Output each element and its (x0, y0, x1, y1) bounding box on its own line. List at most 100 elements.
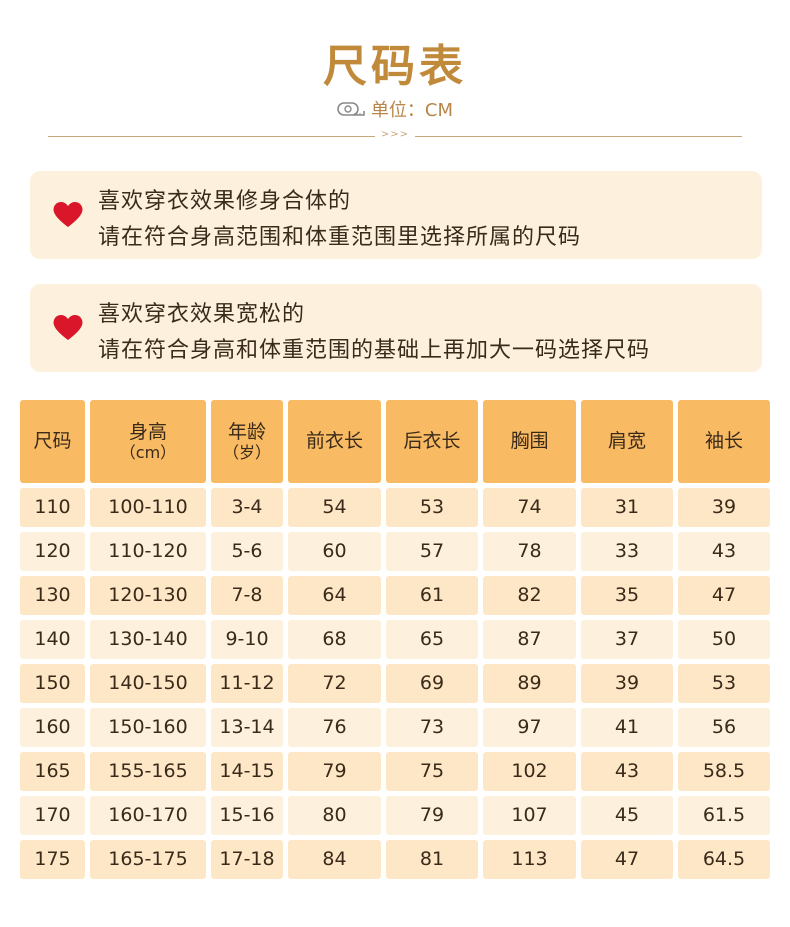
table-cell: 73 (386, 708, 478, 747)
header-label: 后衣长 (403, 430, 461, 453)
table-cell: 72 (288, 664, 381, 703)
table-body: 110 100-110 3-4 54 53 74 31 39 120 110-120 5-6 60 57… (20, 488, 770, 879)
size-table: 尺码 身高 （cm） 年龄 （岁） 前衣长 后衣长 胸围 肩宽 袖长 110 100-… (20, 400, 770, 884)
header-sleeve: 袖长 (678, 400, 770, 483)
table-cell: 14-15 (211, 752, 283, 791)
table-cell: 17-18 (211, 840, 283, 879)
table-cell: 61 (386, 576, 478, 615)
header-label: 肩宽 (607, 430, 646, 453)
table-cell: 68 (288, 620, 381, 659)
table-cell: 140-150 (90, 664, 206, 703)
heart-icon (53, 314, 83, 340)
table-cell: 87 (483, 620, 576, 659)
table-cell: 107 (483, 796, 576, 835)
table-cell: 43 (581, 752, 673, 791)
table-cell: 9-10 (211, 620, 283, 659)
header-age: 年龄 （岁） (211, 400, 283, 483)
header-shoulder: 肩宽 (581, 400, 673, 483)
table-cell: 79 (288, 752, 381, 791)
table-cell: 150 (20, 664, 85, 703)
table-cell: 60 (288, 532, 381, 571)
table-cell: 82 (483, 576, 576, 615)
table-cell: 61.5 (678, 796, 770, 835)
table-cell: 41 (581, 708, 673, 747)
table-row: 165 155-165 14-15 79 75 102 43 58.5 (20, 752, 770, 791)
table-header-row: 尺码 身高 （cm） 年龄 （岁） 前衣长 后衣长 胸围 肩宽 袖长 (20, 400, 770, 483)
table-cell: 3-4 (211, 488, 283, 527)
header-label: 身高 (128, 420, 167, 443)
table-cell: 165-175 (90, 840, 206, 879)
table-cell: 160 (20, 708, 85, 747)
table-cell: 50 (678, 620, 770, 659)
table-cell: 39 (581, 664, 673, 703)
table-cell: 7-8 (211, 576, 283, 615)
table-cell: 165 (20, 752, 85, 791)
header-size: 尺码 (20, 400, 85, 483)
table-cell: 57 (386, 532, 478, 571)
table-cell: 100-110 (90, 488, 206, 527)
header-label: 胸围 (510, 430, 549, 453)
tip-title: 喜欢穿衣效果宽松的 (98, 302, 306, 327)
page-title: 尺码表 (323, 41, 467, 92)
header-chest: 胸围 (483, 400, 576, 483)
table-row: 160 150-160 13-14 76 73 97 41 56 (20, 708, 770, 747)
table-cell: 175 (20, 840, 85, 879)
table-cell: 170 (20, 796, 85, 835)
table-cell: 43 (678, 532, 770, 571)
divider-mark: >>> (375, 129, 415, 140)
table-cell: 37 (581, 620, 673, 659)
table-cell: 140 (20, 620, 85, 659)
header-label: 尺码 (33, 430, 72, 453)
table-cell: 53 (386, 488, 478, 527)
table-cell: 35 (581, 576, 673, 615)
heart-icon (53, 201, 83, 227)
table-cell: 47 (581, 840, 673, 879)
header-label: 袖长 (704, 430, 743, 453)
header-front-length: 前衣长 (288, 400, 381, 483)
table-cell: 13-14 (211, 708, 283, 747)
table-cell: 64.5 (678, 840, 770, 879)
table-cell: 54 (288, 488, 381, 527)
table-row: 140 130-140 9-10 68 65 87 37 50 (20, 620, 770, 659)
table-row: 175 165-175 17-18 84 81 113 47 64.5 (20, 840, 770, 879)
tip-title: 喜欢穿衣效果修身合体的 (98, 189, 352, 214)
table-cell: 76 (288, 708, 381, 747)
table-cell: 89 (483, 664, 576, 703)
table-cell: 80 (288, 796, 381, 835)
table-cell: 102 (483, 752, 576, 791)
table-cell: 5-6 (211, 532, 283, 571)
table-cell: 110 (20, 488, 85, 527)
table-cell: 155-165 (90, 752, 206, 791)
table-cell: 78 (483, 532, 576, 571)
tip-box-fitted: 喜欢穿衣效果修身合体的 请在符合身高范围和体重范围里选择所属的尺码 (30, 171, 762, 259)
tip-box-loose: 喜欢穿衣效果宽松的 请在符合身高和体重范围的基础上再加大一码选择尺码 (30, 284, 762, 372)
table-cell: 130-140 (90, 620, 206, 659)
table-cell: 56 (678, 708, 770, 747)
table-cell: 65 (386, 620, 478, 659)
table-cell: 45 (581, 796, 673, 835)
table-cell: 53 (678, 664, 770, 703)
table-cell: 69 (386, 664, 478, 703)
measuring-tape-icon (337, 102, 365, 116)
table-cell: 15-16 (211, 796, 283, 835)
table-cell: 64 (288, 576, 381, 615)
table-cell: 120 (20, 532, 85, 571)
header-sublabel: （岁） (222, 443, 271, 463)
table-cell: 120-130 (90, 576, 206, 615)
table-cell: 39 (678, 488, 770, 527)
tip-text: 请在符合身高范围和体重范围里选择所属的尺码 (98, 225, 582, 250)
table-cell: 11-12 (211, 664, 283, 703)
table-row: 170 160-170 15-16 80 79 107 45 61.5 (20, 796, 770, 835)
table-cell: 84 (288, 840, 381, 879)
header-label: 年龄 (227, 420, 266, 443)
header-sublabel: （cm） (119, 443, 177, 463)
table-cell: 97 (483, 708, 576, 747)
table-row: 150 140-150 11-12 72 69 89 39 53 (20, 664, 770, 703)
header-height: 身高 （cm） (90, 400, 206, 483)
table-row: 110 100-110 3-4 54 53 74 31 39 (20, 488, 770, 527)
table-cell: 79 (386, 796, 478, 835)
table-row: 130 120-130 7-8 64 61 82 35 47 (20, 576, 770, 615)
unit-line: 单位：CM (0, 96, 790, 122)
header-back-length: 后衣长 (386, 400, 478, 483)
table-cell: 75 (386, 752, 478, 791)
